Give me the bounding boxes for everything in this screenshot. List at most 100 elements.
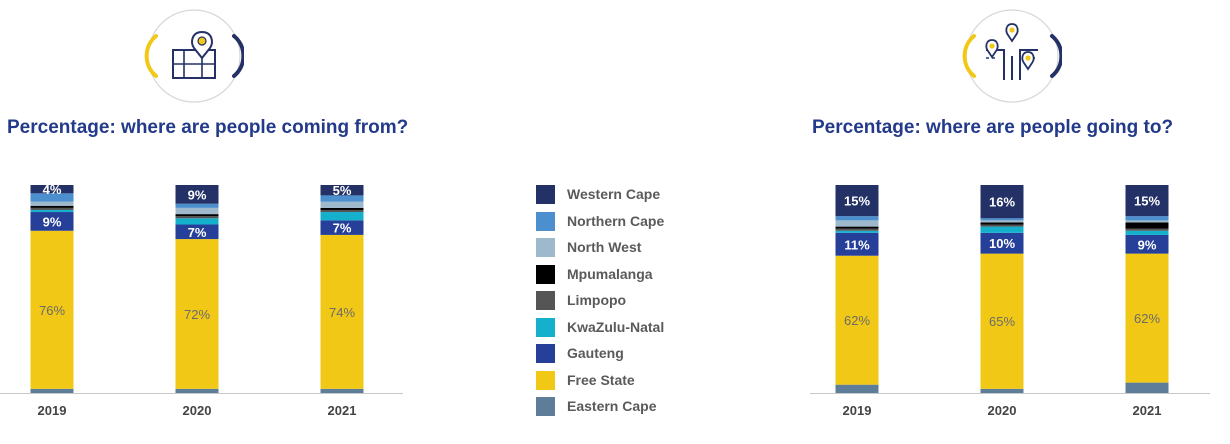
bar-segment [1125, 185, 1169, 217]
bar-segment [835, 185, 879, 217]
bar-segment [1125, 234, 1169, 254]
bar-segment [1125, 220, 1169, 223]
bar-segment [835, 216, 879, 221]
legend-item: Free State [536, 369, 736, 396]
crossroads-icon [962, 9, 1062, 103]
chart-legend: Western Cape Northern Cape North West Mpuma… [536, 183, 736, 422]
legend-swatch [536, 238, 555, 257]
data-label: 9% [1138, 237, 1157, 252]
data-label: 7% [188, 225, 207, 240]
bar-segment [1125, 222, 1169, 229]
data-label: 15% [1134, 194, 1160, 209]
legend-swatch [536, 317, 555, 337]
origin-stacked-bar-chart: 76% 9% 4% 2019 72% 7% 9% 2020 74% 7% 5% 2021 [0, 182, 403, 418]
bar-segment [835, 220, 879, 227]
data-label: 7% [333, 221, 352, 236]
bar-segment [980, 185, 1024, 219]
legend-item: Eastern Cape [536, 395, 736, 422]
bar-segment [175, 388, 219, 393]
legend-item: North West [536, 236, 736, 263]
legend-item: Western Cape [536, 183, 736, 210]
data-label: 10% [989, 236, 1015, 251]
bar-segment [30, 193, 74, 202]
destination-panel: Percentage: where are people going to? 6… [790, 0, 1230, 444]
bar-segment [1125, 382, 1169, 393]
bar-segment [320, 207, 364, 210]
bar-segment [835, 255, 879, 385]
bar-segment [175, 185, 219, 204]
bar-segment [30, 201, 74, 206]
bar-segment [320, 388, 364, 393]
bar-segment [980, 224, 1024, 227]
bar-segment [980, 226, 1024, 233]
bar-segment [320, 220, 364, 235]
legend-swatch [536, 370, 555, 390]
data-label: 62% [1134, 311, 1160, 326]
legend-item: Gauteng [536, 342, 736, 369]
bar-segment [175, 203, 219, 208]
x-tick-label: 2020 [988, 403, 1017, 418]
bar-segment [175, 216, 219, 219]
bar-segment [30, 207, 74, 210]
legend-label: Mpumalanga [567, 265, 653, 282]
bar-segment [980, 222, 1024, 225]
legend-label: Northern Cape [567, 212, 665, 229]
data-label: 4% [43, 182, 62, 197]
chart-title: Percentage: where are people going to? [812, 117, 1174, 138]
bar-segment [1125, 216, 1169, 221]
data-label: 11% [844, 237, 870, 252]
bar-segment [980, 388, 1024, 393]
data-label: 65% [989, 314, 1015, 329]
legend-item: Northern Cape [536, 210, 736, 237]
data-label: 72% [184, 307, 210, 322]
x-tick-label: 2019 [843, 403, 872, 418]
bar-segment [835, 228, 879, 231]
legend-item: Mpumalanga [536, 263, 736, 290]
origin-panel: Percentage: where are people coming from… [0, 0, 470, 444]
data-label: 9% [188, 187, 207, 202]
bar-segment [980, 220, 1024, 223]
data-label: 74% [329, 305, 355, 320]
legend-swatch [536, 291, 555, 310]
bar-segment [30, 205, 74, 208]
data-label: 9% [43, 214, 62, 229]
bar-segment [30, 212, 74, 231]
bar-segment [1125, 253, 1169, 383]
legend-label: North West [567, 239, 642, 255]
legend-label: Western Cape [567, 186, 661, 202]
destination-stacked-bar-chart: 62% 11% 15% 2019 65% 10% 16% 2020 62% 9% 15% 2021 [810, 185, 1210, 418]
x-tick-label: 2019 [38, 403, 67, 418]
x-tick-label: 2020 [183, 403, 212, 418]
bar-segment [175, 218, 219, 225]
legend-label: Free State [567, 371, 635, 388]
bar-segment [175, 224, 219, 240]
data-label: 76% [39, 303, 65, 318]
bar-segment [175, 207, 219, 215]
map-pin-icon [144, 9, 244, 103]
legend-swatch [536, 211, 555, 231]
bar-segment [30, 230, 74, 389]
bar-segment [980, 253, 1024, 389]
x-tick-label: 2021 [328, 403, 357, 418]
x-tick-label: 2021 [1133, 403, 1162, 418]
bar-segment [835, 232, 879, 256]
legend-swatch [536, 344, 555, 363]
bar-segment [30, 209, 74, 213]
bar-segment [320, 212, 364, 221]
data-label: 16% [989, 195, 1015, 210]
bar-segment [980, 232, 1024, 254]
legend-swatch [536, 397, 555, 416]
bar-segment [175, 239, 219, 389]
data-label: 62% [844, 313, 870, 328]
bar-segment [320, 201, 364, 208]
legend-label: Limpopo [567, 292, 627, 308]
legend-label: Gauteng [567, 345, 624, 361]
chart-title: Percentage: where are people coming from… [7, 117, 409, 138]
bar-segment [1125, 230, 1169, 235]
bar-segment [835, 226, 879, 229]
bar-segment [835, 230, 879, 233]
bar-segment [320, 209, 364, 213]
bar-segment [835, 384, 879, 393]
legend-swatch [536, 264, 555, 284]
data-label: 5% [333, 183, 352, 198]
